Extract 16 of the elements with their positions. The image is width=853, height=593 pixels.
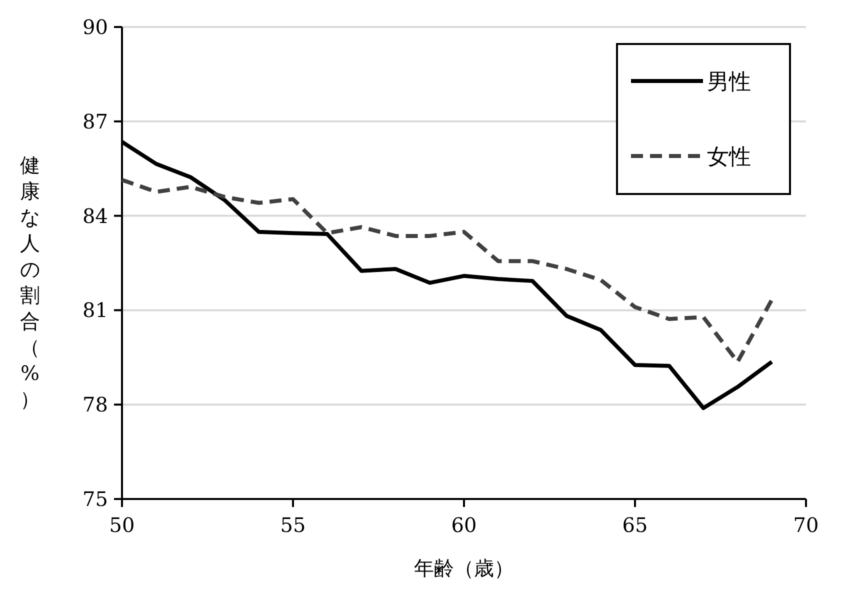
line-series: [120, 178, 774, 364]
text: 健康な人の割合（%）: [20, 153, 40, 411]
legend-label: 女性: [707, 145, 751, 170]
x-tick-label: 60: [451, 513, 477, 537]
y-tick-label: 87: [82, 109, 108, 134]
x-axis-title: 年齢（歳）: [414, 556, 514, 580]
y-tick-label: 75: [82, 487, 108, 511]
y-tick-label: 81: [82, 298, 108, 322]
y-tick-label: 90: [82, 15, 108, 39]
y-tick-label: 84: [82, 204, 108, 228]
x-tick-label: 70: [793, 513, 819, 537]
x-tick-label: 50: [109, 513, 135, 537]
y-tick-label: 78: [82, 392, 108, 417]
legend-label: 男性: [707, 70, 751, 95]
x-tick-label: 65: [622, 513, 648, 537]
x-tick-label: 55: [280, 513, 306, 537]
